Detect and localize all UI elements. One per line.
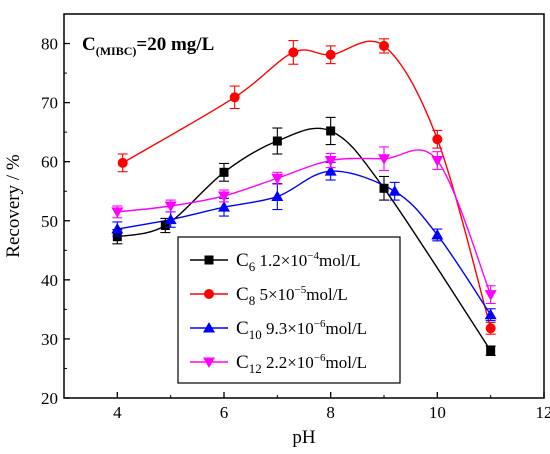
series-3-marker — [324, 156, 337, 167]
series-2-point — [484, 308, 497, 322]
series-1-point — [117, 153, 128, 173]
series-0-marker — [379, 183, 389, 193]
legend-label: C12 2.2×10−6mol/L — [236, 352, 367, 376]
mibc-annotation: C(MIBC)=20 mg/L — [82, 34, 214, 58]
series-3-point — [111, 205, 124, 219]
series-0-point — [272, 127, 283, 155]
series-0-point — [219, 162, 229, 182]
series-1-marker — [229, 92, 240, 103]
legend-marker — [203, 322, 215, 333]
series-3-curve — [117, 149, 492, 295]
y-axis-title: Recovery / % — [3, 154, 24, 258]
y-tick-label: 70 — [41, 94, 58, 113]
series-1-marker — [485, 323, 496, 334]
series-0-point — [485, 345, 496, 357]
series-1-point — [288, 40, 299, 65]
x-tick-label: 10 — [429, 403, 446, 422]
series-1-marker — [432, 134, 443, 145]
legend-label: C6 1.2×10−4mol/L — [236, 250, 361, 274]
y-tick-label: 20 — [41, 389, 58, 408]
legend-items: C6 1.2×10−4mol/L C8 5×10−5mol/L C10 9.3×10… — [190, 250, 367, 376]
series-2-marker — [388, 185, 401, 196]
x-tick-label: 6 — [220, 403, 229, 422]
series-3-marker — [164, 201, 177, 212]
series-0-point — [325, 116, 336, 146]
series-3-marker — [271, 173, 284, 185]
series-2-point — [271, 183, 284, 211]
series-0-marker — [219, 167, 229, 177]
series-3-point — [378, 146, 390, 172]
series-3-marker — [378, 154, 390, 165]
series-3-point — [164, 199, 177, 213]
mibc-annotation-rest: =20 mg/L — [136, 34, 214, 55]
legend-marker — [204, 255, 214, 265]
series-0-marker — [112, 232, 122, 242]
series-3-marker — [111, 207, 124, 218]
y-tick-label: 50 — [41, 212, 58, 231]
series-1-point — [379, 38, 389, 54]
legend-box — [177, 236, 401, 384]
series-0-marker — [486, 346, 496, 356]
series-2-marker — [271, 190, 284, 202]
series-3-point — [431, 151, 444, 170]
series-1-marker — [325, 49, 336, 60]
series-1-point — [432, 129, 443, 149]
series-2-marker — [484, 308, 497, 320]
series-3-marker — [218, 191, 230, 202]
legend-item-0: C6 1.2×10−4mol/L — [190, 250, 361, 274]
series-2-marker — [111, 223, 124, 234]
series-3-point — [218, 189, 230, 203]
legend-label: C10 9.3×10−6mol/L — [236, 318, 367, 342]
series-2-point — [324, 161, 337, 181]
y-tick-label: 60 — [41, 153, 58, 172]
legend-marker — [203, 357, 215, 368]
x-tick-label: 4 — [113, 403, 122, 422]
series-2-point — [388, 181, 401, 201]
plot-frame — [63, 13, 545, 399]
series-2-point — [111, 221, 124, 237]
series-1-point — [325, 45, 336, 65]
series-0-marker — [326, 126, 336, 136]
legend-item-3: C12 2.2×10−6mol/L — [190, 352, 367, 376]
series-0-point — [379, 175, 389, 201]
series-2-point — [431, 228, 444, 242]
data-points — [111, 38, 497, 357]
x-tick-label: 12 — [536, 403, 550, 422]
series-3-point — [484, 285, 497, 305]
y-tick-label: 80 — [41, 35, 58, 54]
axis-ticks: 4 6 8 10 12 20 30 40 50 60 70 80 — [41, 35, 550, 422]
legend-marker — [204, 289, 214, 299]
series-1-marker — [379, 40, 389, 51]
series-3-marker — [431, 156, 444, 167]
series-1-point — [485, 321, 496, 335]
series-0-marker — [272, 136, 282, 146]
mibc-annotation-main: C — [82, 34, 96, 55]
legend-item-2: C10 9.3×10−6mol/L — [190, 318, 367, 342]
series-1-point — [229, 85, 240, 110]
series-3-point — [324, 152, 337, 169]
series-1-marker — [288, 47, 299, 58]
x-axis-title: pH — [292, 427, 316, 448]
legend: C6 1.2×10−4mol/L C8 5×10−5mol/L C10 9.3×10… — [177, 236, 401, 384]
legend-item-1: C8 5×10−5mol/L — [190, 284, 348, 308]
mibc-annotation-sub: (MIBC) — [96, 44, 137, 58]
y-tick-label: 30 — [41, 330, 58, 349]
series-0-marker — [160, 220, 170, 230]
legend-label: C8 5×10−5mol/L — [236, 284, 348, 308]
y-tick-label: 40 — [41, 271, 58, 290]
series-2-marker — [164, 213, 177, 225]
series-1-marker — [117, 157, 128, 168]
x-tick-label: 8 — [326, 403, 335, 422]
series-3-point — [271, 171, 284, 185]
series-3-marker — [484, 290, 497, 301]
series-2-marker — [218, 201, 230, 212]
series-2-marker — [431, 228, 444, 240]
series-2-marker — [324, 165, 337, 176]
